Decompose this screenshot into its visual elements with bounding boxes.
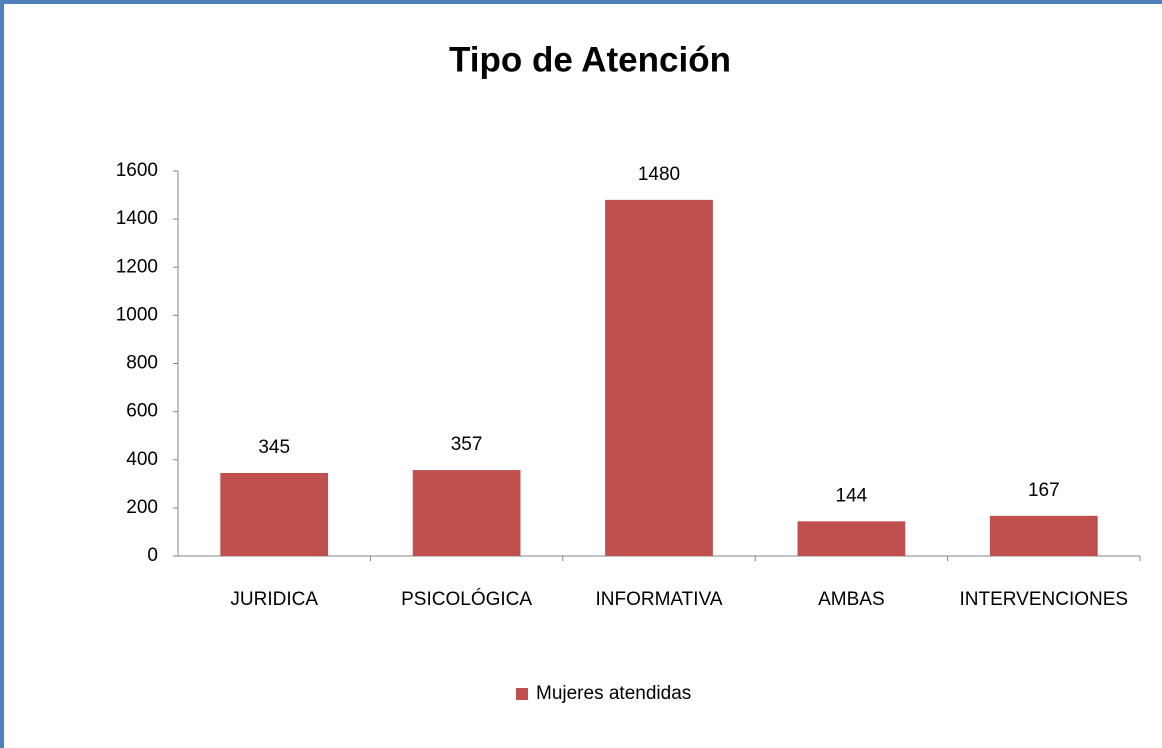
bar: [605, 199, 713, 556]
y-tick-label: 1600: [116, 160, 158, 181]
y-tick-label: 1400: [116, 208, 158, 229]
chart-title: Tipo de Atención: [449, 40, 731, 79]
y-tick-label: 800: [126, 353, 158, 374]
bar: [989, 515, 1098, 556]
data-label: 167: [1028, 480, 1060, 501]
y-tick-label: 1200: [116, 256, 158, 277]
x-tick-label: AMBAS: [818, 589, 885, 610]
legend-label: Mujeres atendidas: [536, 683, 691, 704]
x-tick-label: INFORMATIVA: [595, 589, 722, 610]
y-tick-label: 200: [126, 497, 158, 518]
x-tick-label: JURIDICA: [230, 589, 318, 610]
data-label: 357: [451, 434, 483, 455]
data-label: 1480: [638, 164, 680, 185]
data-label: 345: [258, 437, 290, 458]
y-tick-label: 1000: [116, 304, 158, 325]
bar: [412, 470, 521, 556]
bar: [797, 521, 906, 556]
x-tick-label: INTERVENCIONES: [960, 589, 1129, 610]
y-tick-label: 600: [126, 401, 158, 422]
data-label: 144: [836, 485, 868, 506]
x-tick-label: PSICOLÓGICA: [401, 588, 532, 610]
y-tick-label: 400: [126, 449, 158, 470]
y-tick-label: 0: [147, 545, 158, 566]
legend-swatch: [516, 688, 528, 700]
bar: [220, 472, 329, 556]
